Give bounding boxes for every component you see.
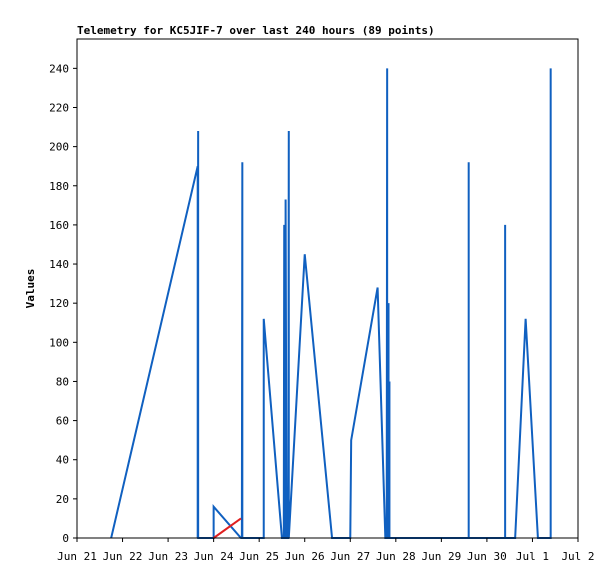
x-tick-label: Jun 28	[376, 550, 416, 563]
y-tick-label: 60	[56, 415, 69, 428]
x-tick-label: Jul 2	[561, 550, 594, 563]
y-tick-label: 0	[62, 532, 69, 545]
chart-title: Telemetry for KC5JIF-7 over last 240 hou…	[77, 24, 435, 37]
y-tick-label: 120	[49, 297, 69, 310]
y-tick-label: 180	[49, 180, 69, 193]
x-tick-label: Jun 30	[467, 550, 507, 563]
x-tick-label: Jun 23	[148, 550, 188, 563]
plot-frame	[76, 38, 579, 539]
y-tick-label: 240	[49, 62, 69, 75]
x-tick-label: Jun 27	[330, 550, 370, 563]
y-tick-label: 200	[49, 141, 69, 154]
x-tick-label: Jun 29	[421, 550, 461, 563]
x-tick-label: Jun 25	[239, 550, 279, 563]
y-tick-label: 100	[49, 336, 69, 349]
x-tick-label: Jul 1	[516, 550, 549, 563]
x-tick-label: Jun 21	[57, 550, 97, 563]
y-tick-label: 220	[49, 101, 69, 114]
y-axis-label: Values	[24, 269, 37, 309]
axes-layer: 0 20 40 60 80 100 120 140 160 180 200 220 240 Jun 21 J…	[49, 62, 594, 563]
y-tick-label: 140	[49, 258, 69, 271]
y-tick-label: 40	[56, 454, 69, 467]
y-tick-label: 80	[56, 375, 69, 388]
x-tick-label: Jun 24	[194, 550, 234, 563]
y-tick-label: 160	[49, 219, 69, 232]
x-tick-label: Jun 22	[103, 550, 143, 563]
y-tick-label: 20	[56, 493, 69, 506]
series-line-2	[213, 517, 242, 539]
x-tick-label: Jun 26	[285, 550, 325, 563]
